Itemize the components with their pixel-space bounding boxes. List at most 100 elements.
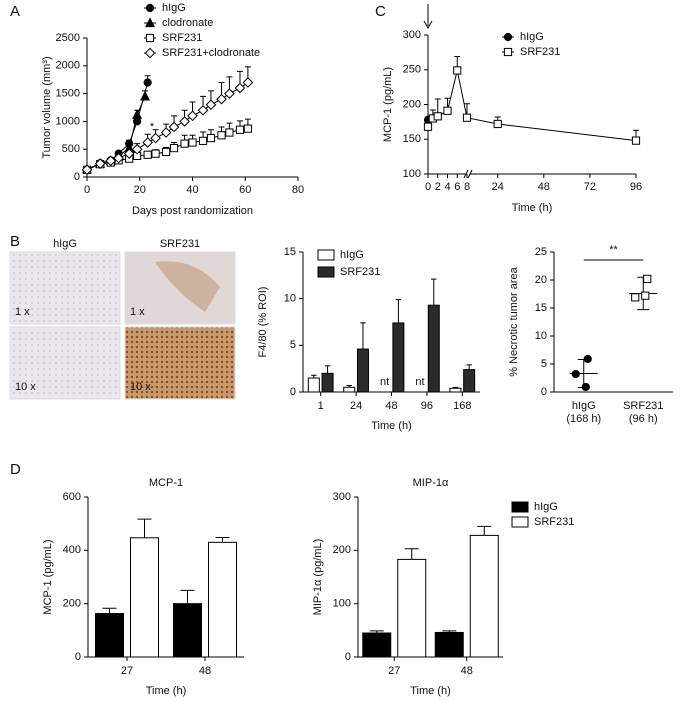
- bar: [95, 613, 124, 658]
- y-axis-label: Tumor volume (mm³): [41, 56, 53, 158]
- x-tick-label: 0: [84, 184, 90, 196]
- panel-letter: D: [10, 461, 21, 478]
- marker: [94, 158, 106, 169]
- y-axis-label: F4/80 (% ROI): [257, 287, 269, 358]
- marker: [151, 149, 160, 158]
- x-axis-label: Time (h): [512, 202, 553, 214]
- dose-arrow: [423, 4, 433, 30]
- bar: [307, 377, 320, 393]
- x-axis-label: Time (h): [371, 420, 412, 432]
- marker: [143, 150, 152, 159]
- chart-title: MIP-1α: [413, 477, 449, 489]
- marker: [423, 122, 433, 131]
- missing-label: nt: [415, 376, 424, 388]
- error-bar: [215, 537, 230, 543]
- legend-marker: [145, 33, 155, 43]
- marker: [493, 119, 502, 129]
- magnification-label: 10 x: [15, 381, 36, 393]
- y-tick-label: 1500: [56, 88, 80, 100]
- bar: [343, 386, 356, 393]
- x-tick-label: 20: [134, 184, 146, 196]
- marker: [643, 274, 652, 283]
- legend-swatch: [317, 266, 335, 278]
- marker: [235, 125, 245, 134]
- marker: [160, 127, 172, 138]
- marker: [462, 113, 472, 122]
- y-tick-label: 150: [403, 133, 421, 145]
- marker: [216, 93, 227, 105]
- legend-label: SRF231: [162, 32, 202, 44]
- x-tick-label: 96: [630, 181, 642, 193]
- marker: [631, 136, 641, 145]
- y-tick-label: 500: [62, 143, 80, 155]
- x-axis-label: Time (h): [146, 685, 187, 697]
- axis-break: [463, 169, 473, 179]
- marker: [123, 148, 135, 159]
- marker: [143, 78, 152, 87]
- bar: [356, 348, 369, 393]
- x-tick-label: SRF231: [623, 400, 663, 412]
- bar: [362, 632, 392, 658]
- marker: [641, 291, 650, 300]
- column-label: hIgG: [53, 238, 77, 250]
- x-tick-label: 72: [584, 181, 596, 193]
- legend-label: SRF231: [340, 266, 380, 278]
- legend-label: hIgG: [534, 501, 558, 513]
- error-bar: [102, 607, 117, 614]
- legend-marker: [145, 17, 155, 28]
- x-tick-label: 60: [239, 184, 251, 196]
- x-tick-label: 0: [425, 181, 431, 193]
- error-bar: [360, 322, 366, 350]
- magnification-label: 1 x: [15, 306, 30, 318]
- marker: [140, 90, 150, 101]
- magnification-label: 10 x: [130, 381, 151, 393]
- legend-label: SRF231+clodronate: [162, 47, 260, 59]
- y-tick-label: 0: [345, 651, 351, 663]
- marker: [198, 136, 208, 145]
- marker: [179, 116, 190, 127]
- bar: [321, 372, 334, 393]
- panel-letter: C: [375, 3, 386, 20]
- y-tick-label: 100: [333, 598, 351, 610]
- x-tick-note: (168 h): [566, 413, 601, 425]
- y-axis-label: MCP-1 (pg/mL): [42, 539, 54, 614]
- y-axis-label: % Necrotic tumor area: [508, 266, 520, 376]
- y-tick-label: 200: [403, 98, 421, 110]
- bar: [449, 387, 462, 393]
- legend-swatch: [317, 249, 335, 261]
- x-tick-label: 48: [538, 181, 550, 193]
- x-tick-label: hIgG: [572, 400, 596, 412]
- x-tick-label: 24: [492, 181, 504, 193]
- x-tick-label: 8: [464, 181, 470, 193]
- y-tick-label: 0: [75, 651, 81, 663]
- x-tick-note: (96 h): [629, 413, 658, 425]
- x-tick-label: 96: [421, 400, 433, 412]
- y-tick-label: 20: [535, 274, 547, 286]
- error-bar: [431, 278, 437, 306]
- y-tick-label: 2500: [56, 32, 80, 44]
- bar: [397, 558, 427, 658]
- legend-label: hIgG: [162, 2, 186, 14]
- x-tick-label: 80: [292, 184, 304, 196]
- y-tick-label: 300: [403, 29, 421, 41]
- error-bar: [477, 525, 492, 536]
- x-axis-label: Time (h): [410, 685, 451, 697]
- y-tick-label: 0: [74, 171, 80, 183]
- x-tick-label: 27: [121, 665, 133, 677]
- error-bar: [466, 364, 472, 370]
- y-tick-label: 10: [284, 293, 296, 305]
- y-tick-label: 15: [535, 302, 547, 314]
- annotation: *: [150, 121, 155, 133]
- marker: [243, 124, 252, 133]
- legend-swatch: [511, 501, 529, 513]
- marker: [571, 369, 580, 379]
- bar: [434, 631, 464, 658]
- micrograph: [124, 326, 236, 400]
- bar: [208, 541, 237, 658]
- marker: [583, 354, 592, 364]
- x-tick-label: 48: [461, 665, 473, 677]
- x-tick-label: 168: [453, 400, 471, 412]
- y-tick-label: 0: [541, 386, 547, 398]
